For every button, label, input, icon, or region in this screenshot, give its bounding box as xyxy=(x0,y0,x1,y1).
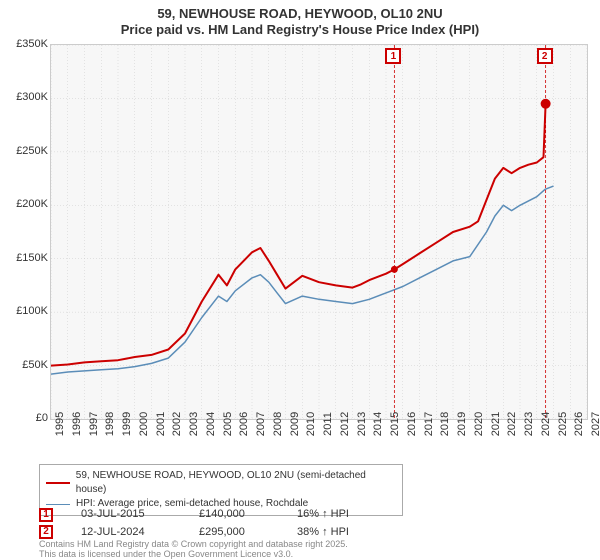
sale-marker-1: 1 xyxy=(39,508,53,522)
x-tick-label: 2005 xyxy=(222,412,234,436)
x-tick-label: 2000 xyxy=(138,412,150,436)
x-tick-label: 2004 xyxy=(205,412,217,436)
y-tick-label: £350K xyxy=(16,38,48,50)
chart-svg xyxy=(51,45,587,419)
x-tick-label: 2008 xyxy=(272,412,284,436)
sales-table: 1 03-JUL-2015 £140,000 16% ↑ HPI 2 12-JU… xyxy=(39,506,429,541)
x-tick-label: 2016 xyxy=(406,412,418,436)
x-tick-label: 2007 xyxy=(255,412,267,436)
sale-marker-2: 2 xyxy=(39,525,53,539)
legend-swatch-hpi xyxy=(46,504,70,505)
x-tick-label: 2022 xyxy=(506,412,518,436)
x-tick-label: 2019 xyxy=(456,412,468,436)
x-tick-label: 2023 xyxy=(523,412,535,436)
x-tick-label: 2025 xyxy=(557,412,569,436)
y-tick-label: £0 xyxy=(36,412,48,424)
x-tick-label: 2020 xyxy=(473,412,485,436)
y-tick-label: £100K xyxy=(16,305,48,317)
y-tick-label: £150K xyxy=(16,252,48,264)
table-row: 1 03-JUL-2015 £140,000 16% ↑ HPI xyxy=(39,506,429,524)
y-tick-label: £250K xyxy=(16,145,48,157)
x-tick-label: 2017 xyxy=(423,412,435,436)
x-tick-label: 2012 xyxy=(339,412,351,436)
titles: 59, NEWHOUSE ROAD, HEYWOOD, OL10 2NU Pri… xyxy=(0,0,600,37)
footer-line2: This data is licensed under the Open Gov… xyxy=(39,550,348,560)
x-tick-label: 2001 xyxy=(155,412,167,436)
plot-marker-1: 1 xyxy=(385,48,401,64)
plot-area xyxy=(50,44,588,420)
x-tick-label: 2026 xyxy=(573,412,585,436)
x-tick-label: 2018 xyxy=(439,412,451,436)
sale-pct-1: 16% ↑ HPI xyxy=(297,506,349,524)
x-tick-label: 2006 xyxy=(238,412,250,436)
x-tick-label: 2027 xyxy=(590,412,600,436)
x-tick-label: 2003 xyxy=(188,412,200,436)
x-tick-label: 2002 xyxy=(171,412,183,436)
x-tick-label: 1999 xyxy=(121,412,133,436)
legend-row-price: 59, NEWHOUSE ROAD, HEYWOOD, OL10 2NU (se… xyxy=(46,469,396,497)
x-tick-label: 2021 xyxy=(490,412,502,436)
legend-swatch-price xyxy=(46,482,70,484)
legend-label-price: 59, NEWHOUSE ROAD, HEYWOOD, OL10 2NU (se… xyxy=(76,469,396,497)
chart-container: 59, NEWHOUSE ROAD, HEYWOOD, OL10 2NU Pri… xyxy=(0,0,600,560)
x-tick-label: 2014 xyxy=(372,412,384,436)
x-tick-label: 2010 xyxy=(305,412,317,436)
sale-date-1: 03-JUL-2015 xyxy=(81,506,171,524)
x-tick-label: 2013 xyxy=(356,412,368,436)
x-tick-label: 1995 xyxy=(54,412,66,436)
y-tick-label: £300K xyxy=(16,91,48,103)
x-tick-label: 1996 xyxy=(71,412,83,436)
y-tick-label: £200K xyxy=(16,198,48,210)
plot-marker-2: 2 xyxy=(537,48,553,64)
footer: Contains HM Land Registry data © Crown c… xyxy=(39,540,348,560)
sale-price-1: £140,000 xyxy=(199,506,269,524)
x-tick-label: 1997 xyxy=(88,412,100,436)
title-line1: 59, NEWHOUSE ROAD, HEYWOOD, OL10 2NU xyxy=(0,6,600,22)
y-tick-label: £50K xyxy=(22,359,48,371)
title-line2: Price paid vs. HM Land Registry's House … xyxy=(0,22,600,38)
x-tick-label: 2011 xyxy=(322,412,334,436)
x-tick-label: 2009 xyxy=(289,412,301,436)
x-tick-label: 1998 xyxy=(104,412,116,436)
x-tick-label: 2024 xyxy=(540,412,552,436)
x-tick-label: 2015 xyxy=(389,412,401,436)
